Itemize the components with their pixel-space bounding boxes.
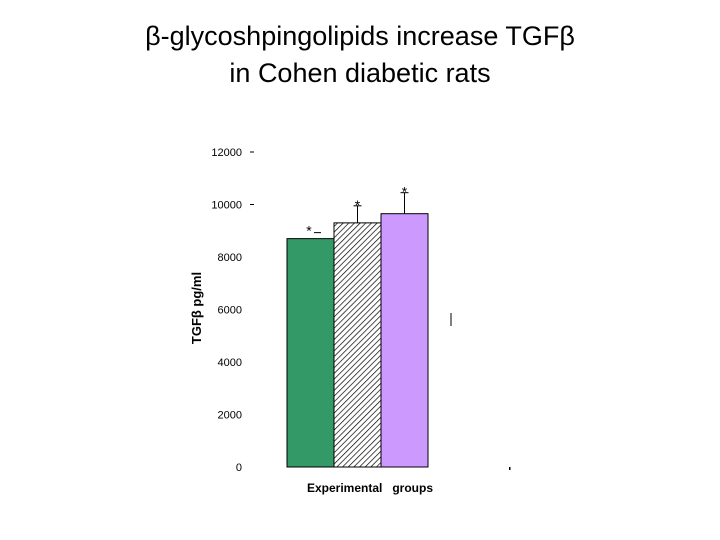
y-tick-label: 10000	[211, 200, 242, 212]
y-tick-label: 8000	[218, 252, 242, 264]
x-axis-label: Experimental groups	[307, 481, 433, 495]
y-axis: 0 2000 4000 6000 8000 10000 12000	[211, 147, 254, 474]
slide-title: β-glycoshpingolipids increase TGFβ in Co…	[0, 18, 720, 92]
stray-dot	[509, 467, 511, 470]
title-line-2: in Cohen diabetic rats	[229, 58, 491, 88]
y-tick-label: 2000	[218, 410, 242, 422]
significance-marker: *	[306, 223, 312, 239]
annotations: * * *	[306, 184, 409, 239]
y-tick-label: 12000	[211, 147, 242, 159]
bar-series	[286, 213, 429, 468]
y-axis-label: TGFβ pg/ml	[189, 272, 204, 344]
bar	[333, 222, 382, 468]
bar	[286, 238, 335, 468]
significance-marker: *	[355, 197, 361, 213]
bar	[380, 213, 429, 468]
y-tick-label: 0	[236, 462, 242, 474]
y-tick-label: 4000	[218, 357, 242, 369]
significance-marker: *	[402, 184, 408, 200]
y-tick-label: 6000	[218, 305, 242, 317]
title-line-1: β-glycoshpingolipids increase TGFβ	[145, 21, 575, 51]
